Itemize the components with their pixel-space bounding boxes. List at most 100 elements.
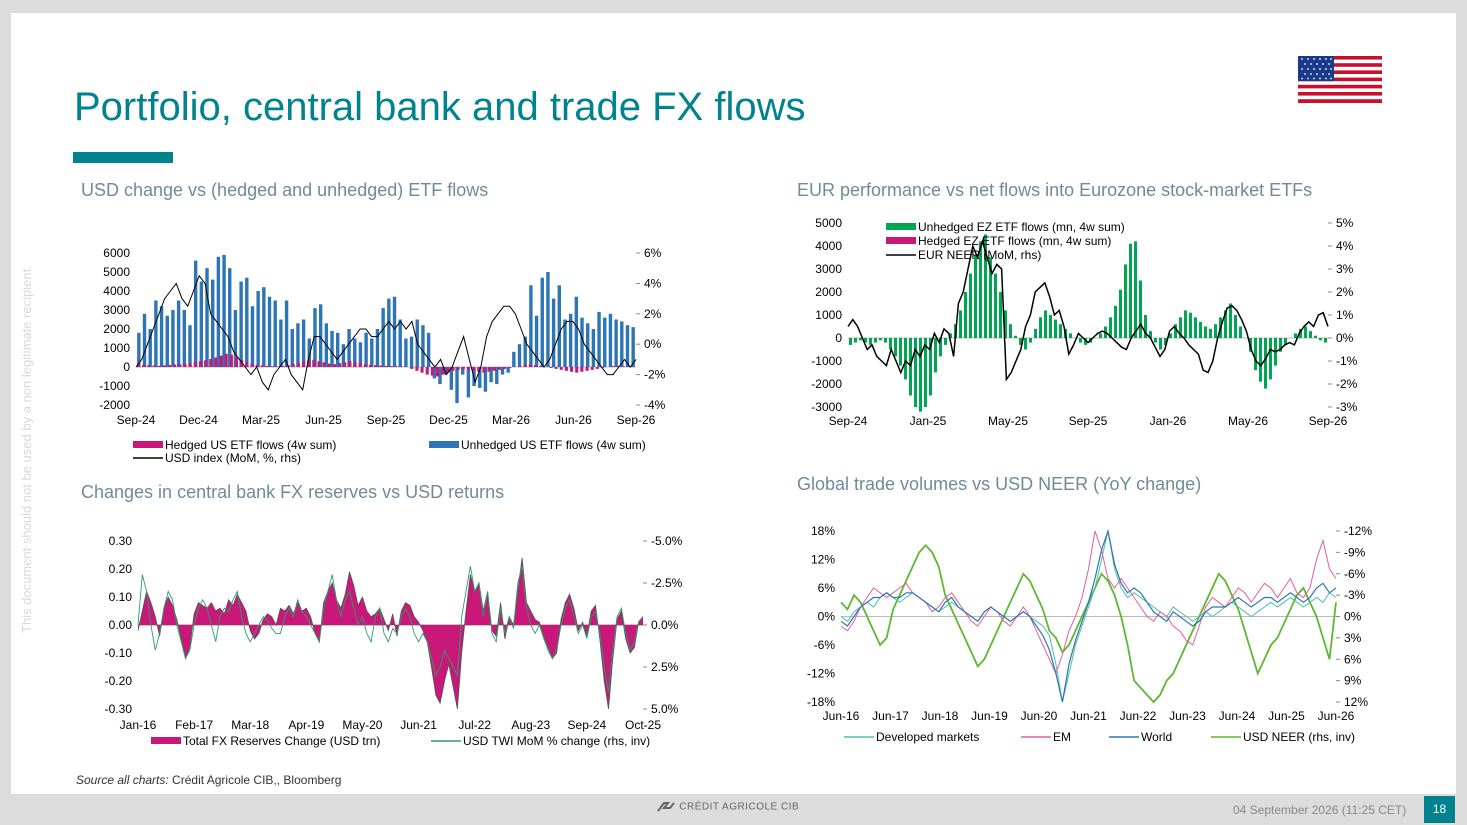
unhedged-flow-bar: [364, 332, 368, 367]
unhedged-ez-flow-bar: [944, 338, 947, 345]
legend-label: Developed markets: [876, 730, 979, 744]
unhedged-flow-bar: [154, 300, 158, 367]
unhedged-ez-flow-bar: [1159, 338, 1162, 350]
hedged-flow-bar: [503, 367, 507, 369]
unhedged-ez-flow-bar: [879, 338, 882, 341]
unhedged-flow-bar: [159, 306, 164, 367]
x-tick-label: Sep-24: [829, 414, 868, 428]
y2-tick-label: 4%: [644, 276, 662, 290]
source-note: Source all charts: Crédit Agricole CIB,,…: [76, 773, 341, 787]
unhedged-flow-bar: [529, 285, 533, 367]
y-tick-label: 0: [123, 360, 130, 374]
y-tick-label: -2000: [99, 398, 130, 412]
hedged-flow-bar: [229, 354, 233, 367]
y-tick-label: -0.30: [105, 702, 133, 716]
unhedged-flow-bar: [449, 367, 454, 390]
unhedged-ez-flow-bar: [1214, 324, 1217, 338]
hedged-flow-bar: [167, 364, 172, 367]
unhedged-ez-flow-bar: [1204, 326, 1207, 338]
eur-neer-line: [847, 238, 1329, 382]
unhedged-ez-flow-bar: [1069, 333, 1072, 338]
y2-tick-label: 3%: [1344, 631, 1362, 645]
unhedged-flow-bar: [256, 291, 260, 367]
hedged-flow-bar: [137, 364, 141, 367]
x-tick-label: Apr-19: [288, 718, 324, 732]
hedged-flow-bar: [178, 364, 182, 367]
unhedged-ez-flow-bar: [864, 338, 867, 343]
hedged-flow-bar: [575, 367, 579, 373]
unhedged-ez-flow-bar: [999, 292, 1002, 338]
hedged-flow-bar: [327, 363, 331, 367]
legend-swatch: [151, 737, 181, 744]
y2-tick-label: 3%: [1336, 262, 1354, 276]
hedged-flow-bar: [549, 367, 553, 368]
legend-label: World: [1141, 730, 1172, 744]
hedged-flow-bar: [430, 367, 434, 376]
page-number: 18: [1424, 796, 1455, 823]
unhedged-ez-flow-bar: [994, 273, 997, 338]
unhedged-flow-bar: [239, 281, 243, 367]
unhedged-ez-flow-bar: [1189, 312, 1192, 338]
hedged-flow-bar: [219, 355, 223, 367]
hedged-flow-bar: [240, 359, 244, 367]
unhedged-ez-flow-bar: [1019, 338, 1022, 345]
footer-brand: CRÉDIT AGRICOLE CIB: [656, 801, 799, 813]
x-tick-label: Mar-25: [242, 413, 280, 427]
y2-tick-label: -3%: [1336, 400, 1358, 414]
unhedged-ez-flow-bar: [1264, 338, 1267, 389]
watermark-text: This document should not be used by a no…: [19, 265, 34, 633]
unhedged-flow-bar: [631, 327, 635, 367]
hedged-flow-bar: [379, 365, 383, 367]
unhedged-flow-bar: [603, 317, 607, 367]
hedged-flow-bar: [466, 367, 471, 370]
y-tick-label: -12%: [807, 667, 835, 681]
usd-twi-line: [137, 566, 644, 693]
y-tick-label: 6%: [818, 581, 836, 595]
hedged-flow-bar: [600, 367, 605, 368]
unhedged-flow-bar: [262, 287, 266, 367]
legend-label: USD TWI MoM % change (rhs, inv): [463, 734, 650, 748]
y-tick-label: 3000: [103, 303, 130, 317]
y2-tick-label: 5%: [1336, 216, 1354, 230]
unhedged-ez-flow-bar: [989, 257, 992, 338]
unhedged-ez-flow-bar: [1154, 338, 1157, 343]
unhedged-ez-flow-bar: [1284, 338, 1287, 345]
usd-index-line: [135, 274, 637, 391]
chart2-title: EUR performance vs net flows into Eurozo…: [797, 180, 1313, 200]
unhedged-ez-flow-bar: [1319, 338, 1322, 341]
unhedged-flow-bar: [188, 325, 192, 367]
unhedged-flow-bar: [245, 277, 249, 367]
hedged-flow-bar: [234, 357, 239, 367]
unhedged-ez-flow-bar: [849, 338, 852, 345]
hedged-flow-bar: [214, 357, 218, 367]
y2-tick-label: 5.0%: [651, 702, 679, 716]
hedged-flow-bar: [482, 367, 486, 373]
unhedged-ez-flow-bar: [1144, 315, 1147, 338]
unhedged-ez-flow-bar: [939, 338, 942, 357]
unhedged-flow-bar: [233, 310, 238, 367]
unhedged-ez-flow-bar: [1294, 333, 1297, 338]
y-tick-label: 0%: [818, 610, 836, 624]
unhedged-flow-bar: [614, 319, 618, 367]
unhedged-flow-bar: [625, 325, 630, 367]
legend-swatch: [429, 441, 459, 448]
unhedged-flow-bar: [483, 367, 488, 392]
hedged-flow-bar: [338, 363, 342, 367]
hedged-flow-bar: [415, 367, 419, 371]
y-tick-label: 3000: [815, 262, 842, 276]
unhedged-ez-flow-bar: [1199, 321, 1202, 338]
unhedged-flow-bar: [290, 329, 294, 367]
hedged-flow-bar: [425, 367, 429, 375]
unhedged-ez-flow-bar: [1209, 328, 1212, 338]
chart4-title: Global trade volumes vs USD NEER (YoY ch…: [797, 474, 1202, 494]
y-tick-label: 5000: [815, 216, 842, 230]
hedged-flow-bar: [420, 367, 424, 373]
y2-tick-label: -2%: [1336, 377, 1358, 391]
unhedged-flow-bar: [568, 313, 573, 367]
unhedged-ez-flow-bar: [1139, 280, 1142, 338]
x-tick-label: Jun-18: [922, 709, 959, 723]
unhedged-ez-flow-bar: [1254, 338, 1257, 371]
y-tick-label: 4000: [815, 239, 842, 253]
unhedged-ez-flow-bar: [1099, 333, 1102, 338]
y2-tick-label: -4%: [644, 398, 666, 412]
